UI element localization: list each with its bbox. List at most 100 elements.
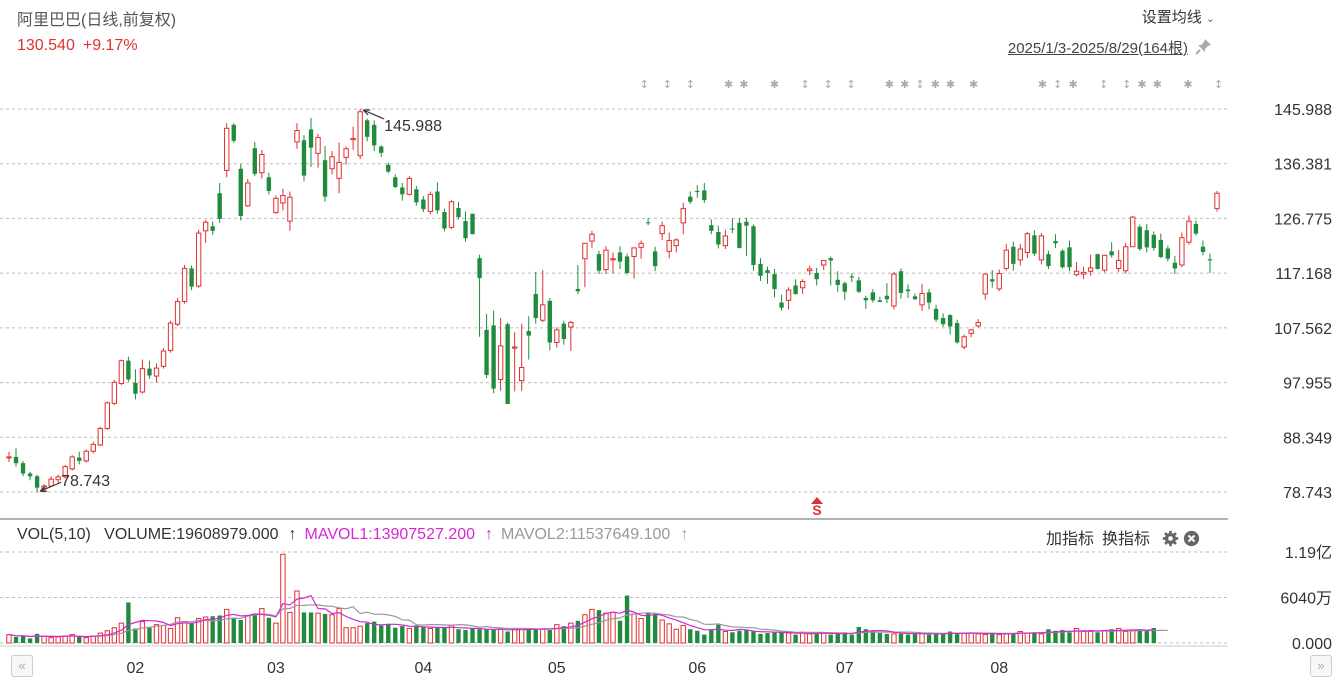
candle: [638, 240, 644, 259]
candle: [695, 185, 700, 198]
candle: [821, 259, 827, 271]
scroll-right-icon[interactable]: »: [1310, 655, 1332, 677]
switch-indicator-button[interactable]: 换指标: [1102, 531, 1151, 548]
event-marker-icon[interactable]: ↕: [915, 78, 924, 91]
candle: [463, 211, 468, 242]
candle: [884, 283, 890, 304]
volume-bar: [20, 636, 26, 643]
event-marker-icon[interactable]: ✱: [739, 78, 748, 91]
candle: [990, 270, 995, 288]
candle: [1115, 250, 1122, 272]
event-marker-icon[interactable]: ✱: [1068, 78, 1077, 91]
close-icon[interactable]: [1183, 530, 1200, 547]
volume-bar: [463, 630, 468, 643]
scroll-left-icon[interactable]: «: [11, 655, 33, 677]
volume-bar: [624, 595, 630, 643]
volume-bar: [933, 633, 939, 643]
volume-bar: [238, 620, 243, 643]
event-marker-icon[interactable]: ✱: [969, 78, 978, 91]
candle: [526, 316, 531, 360]
candle: [195, 229, 202, 288]
candle: [20, 460, 26, 477]
candle: [27, 471, 33, 481]
pin-icon[interactable]: [1194, 36, 1214, 56]
candle: [793, 279, 798, 295]
candle: [160, 348, 167, 369]
candle: [273, 195, 279, 214]
vol-indicator: VOL(5,10): [17, 526, 91, 543]
event-marker-icon[interactable]: ✱: [931, 78, 940, 91]
event-marker-icon[interactable]: ↕: [1099, 78, 1108, 91]
event-marker-icon[interactable]: ✱: [724, 78, 733, 91]
candle: [266, 172, 272, 195]
event-marker-icon[interactable]: ✱: [885, 78, 894, 91]
event-marker-icon[interactable]: ↕: [686, 78, 695, 91]
event-marker-icon[interactable]: ↕: [663, 78, 672, 91]
event-marker-icon[interactable]: ✱: [770, 78, 779, 91]
candle: [589, 230, 595, 248]
event-marker-icon[interactable]: ↕: [801, 78, 810, 91]
volume-bar: [202, 616, 209, 644]
candle: [1073, 262, 1080, 277]
candle: [202, 219, 209, 243]
add-indicator-button[interactable]: 加指标: [1046, 531, 1095, 548]
candle: [448, 200, 455, 230]
candle: [252, 141, 257, 177]
candle: [427, 191, 434, 215]
event-marker-icon[interactable]: ↕: [1122, 78, 1131, 91]
volume-bar: [547, 630, 552, 643]
volume-bar: [1101, 630, 1108, 644]
ma-settings-button[interactable]: 设置均线 ⌄: [1142, 6, 1215, 27]
volume-bar: [372, 621, 377, 643]
event-marker-icon[interactable]: ↕: [846, 78, 855, 91]
event-marker-icon[interactable]: ✱: [900, 78, 909, 91]
candle: [603, 246, 609, 275]
gear-icon[interactable]: [1162, 530, 1179, 547]
event-marker-icon[interactable]: ↕: [824, 78, 833, 91]
candle: [126, 356, 131, 382]
candle: [751, 224, 756, 271]
candle: [1207, 253, 1213, 273]
volume-bar: [167, 627, 174, 644]
candle: [357, 109, 363, 160]
mavol1-line: [8, 594, 1154, 638]
date-range-link[interactable]: 2025/1/3-2025/8/29(164根): [1007, 40, 1188, 57]
event-marker-icon[interactable]: ✱: [946, 78, 955, 91]
event-marker-icon[interactable]: ↕: [1053, 78, 1062, 91]
volume-bar: [111, 627, 118, 644]
volume-bar: [722, 631, 729, 644]
candle: [280, 188, 286, 211]
event-marker-icon[interactable]: ↕: [1214, 78, 1223, 91]
volume-bar: [828, 634, 833, 643]
volume-bar: [652, 614, 658, 643]
volume-bar: [968, 632, 974, 644]
candle: [1109, 242, 1114, 258]
candle: [666, 232, 672, 259]
high-label: 145.988: [384, 118, 442, 135]
candle: [765, 266, 770, 284]
event-marker-icon[interactable]: ✱: [1183, 78, 1192, 91]
volume-bar: [842, 632, 847, 643]
volume-bar: [301, 612, 307, 643]
volume-bar: [118, 622, 125, 644]
volume-bar: [13, 636, 19, 643]
volume-bar: [231, 617, 236, 643]
month-tick-label: 04: [414, 660, 432, 677]
event-marker-icon[interactable]: ↕: [640, 78, 649, 91]
event-marker-icon[interactable]: ✱: [1137, 78, 1146, 91]
volume-bar: [849, 634, 854, 643]
candle: [870, 288, 876, 303]
volume-bar: [1080, 630, 1087, 644]
candle: [814, 267, 819, 286]
event-marker-icon[interactable]: ✱: [1038, 78, 1047, 91]
candle: [456, 201, 461, 220]
candle: [189, 265, 194, 291]
volume-bar: [280, 553, 286, 644]
volume-bar: [386, 623, 391, 643]
volume-bar: [406, 627, 413, 644]
event-marker-icon[interactable]: ✱: [1153, 78, 1162, 91]
candle: [905, 284, 911, 299]
candle: [1214, 190, 1220, 212]
candle: [968, 328, 974, 338]
